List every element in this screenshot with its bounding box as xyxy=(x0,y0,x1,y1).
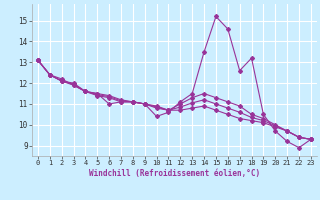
X-axis label: Windchill (Refroidissement éolien,°C): Windchill (Refroidissement éolien,°C) xyxy=(89,169,260,178)
